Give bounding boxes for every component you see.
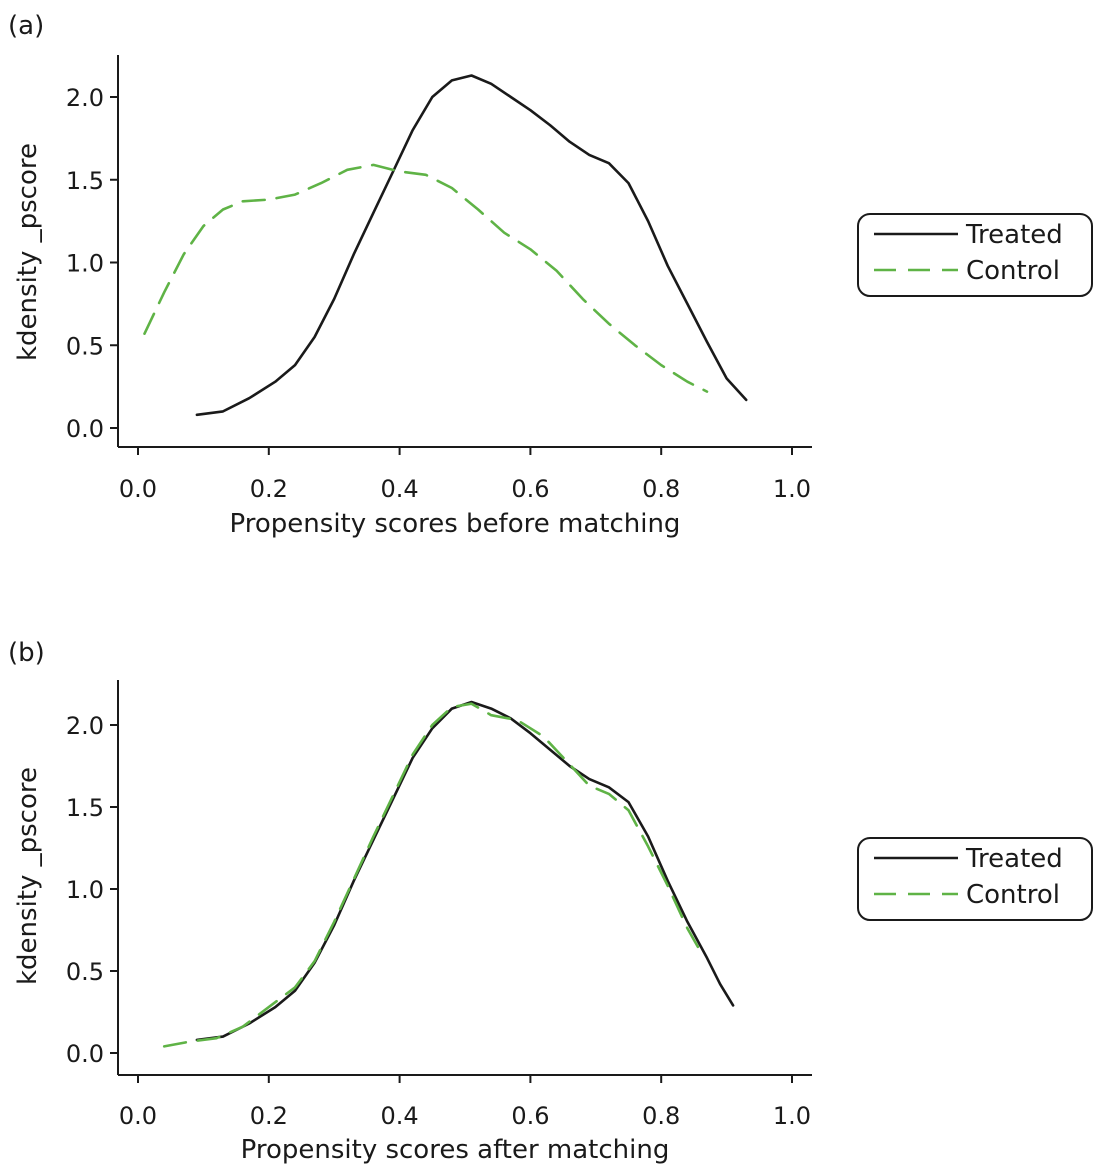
x-tick-label: 0.6 <box>511 475 549 503</box>
y-axis-label: kdensity _pscore <box>13 143 43 361</box>
panel-label: (a) <box>8 11 44 41</box>
y-tick-label: 0.0 <box>66 415 104 443</box>
legend-label-treated: Treated <box>965 220 1063 250</box>
legend: Treated Control <box>857 213 1093 297</box>
y-axis-label: kdensity _pscore <box>13 767 43 985</box>
series-line-treated <box>195 74 748 417</box>
x-tick-label: 1.0 <box>773 475 811 503</box>
x-tick-label: 0.4 <box>381 475 419 503</box>
x-tick-label: 0.6 <box>511 1102 549 1130</box>
x-tick-label: 0.2 <box>250 1102 288 1130</box>
legend-label-control: Control <box>966 256 1060 286</box>
x-tick-label: 0.2 <box>250 475 288 503</box>
x-axis-label: Propensity scores before matching <box>230 509 681 539</box>
x-axis-label: Propensity scores after matching <box>241 1135 670 1165</box>
y-tick-label: 1.0 <box>66 876 104 904</box>
x-tick-label: 0.0 <box>119 475 157 503</box>
series-line-control <box>162 702 702 1048</box>
series-line-treated <box>195 700 735 1042</box>
y-tick-label: 1.5 <box>66 794 104 822</box>
series-line-control <box>143 163 709 393</box>
chart-panel-b: (b) 0.0 0.2 0.4 0.6 0.8 1.0 0.0 0.5 1.0 1.5 2.0 Prop… <box>8 638 1093 1165</box>
x-tick-label: 0.4 <box>381 1102 419 1130</box>
y-tick-label: 0.0 <box>66 1040 104 1068</box>
y-tick-label: 1.5 <box>66 167 104 195</box>
x-tick-label: 0.0 <box>119 1102 157 1130</box>
x-tick-label: 0.8 <box>642 1102 680 1130</box>
y-tick-label: 1.0 <box>66 250 104 278</box>
legend: Treated Control <box>857 837 1093 921</box>
y-tick-label: 2.0 <box>66 712 104 740</box>
y-tick-label: 0.5 <box>66 958 104 986</box>
y-tick-label: 0.5 <box>66 332 104 360</box>
legend-label-treated: Treated <box>965 844 1063 874</box>
x-tick-label: 0.8 <box>642 475 680 503</box>
y-tick-label: 2.0 <box>66 84 104 112</box>
panel-label: (b) <box>8 638 45 668</box>
legend-label-control: Control <box>966 880 1060 910</box>
chart-panel-a: (a) 0.0 0.2 0.4 0.6 0.8 1.0 0.0 0.5 1.0 1.5 2.0 Prop… <box>8 11 1093 539</box>
x-tick-label: 1.0 <box>773 1102 811 1130</box>
